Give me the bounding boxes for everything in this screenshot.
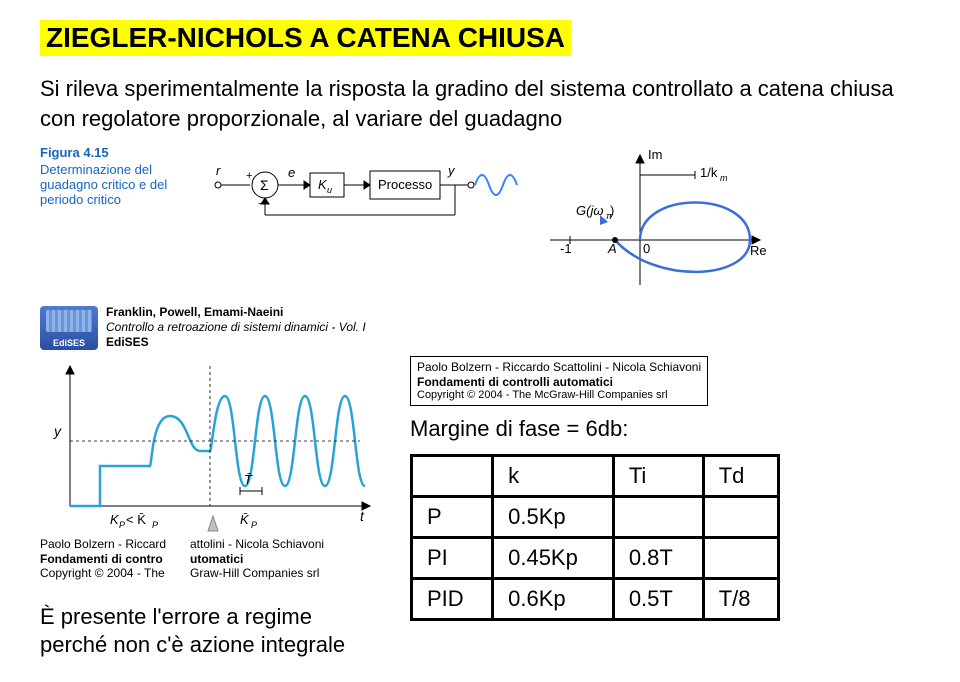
cell-p-td — [703, 497, 778, 538]
bolzern-authors: Paolo Bolzern - Riccardo Scattolini - Ni… — [417, 360, 701, 374]
svg-text:e: e — [288, 165, 295, 180]
page-title: ZIEGLER-NICHOLS A CATENA CHIUSA — [40, 20, 571, 56]
col-ti: Ti — [613, 456, 703, 497]
regime-error-footnote: È presente l'errore a regime perché non … — [40, 603, 380, 660]
svg-text:Re: Re — [750, 243, 767, 258]
svg-text:u: u — [327, 185, 332, 195]
intro-paragraph: Si rileva sperimentalmente la risposta l… — [40, 74, 920, 133]
table-row: PID 0.6Kp 0.5T T/8 — [412, 579, 779, 620]
svg-text:): ) — [610, 203, 614, 218]
cell-pi-k: 0.45Kp — [493, 538, 614, 579]
row-2: y t T̄ K P < K̄ P K̄ P — [40, 356, 920, 659]
cell-pi-td — [703, 538, 778, 579]
svg-text:K̄: K̄ — [240, 512, 250, 527]
table-row: PI 0.45Kp 0.8T — [412, 538, 779, 579]
franklin-title: Controllo a retroazione di sistemi dinam… — [106, 320, 366, 335]
block-diagram: r Σ + − e K u Processo y — [210, 145, 520, 225]
franklin-publisher: EdiSES — [106, 335, 366, 350]
svg-text:y: y — [53, 423, 62, 439]
svg-text:1/k: 1/k — [700, 165, 718, 180]
franklin-authors: Franklin, Powell, Emami-Naeini — [106, 305, 366, 320]
cell-pi: PI — [412, 538, 493, 579]
cell-pid: PID — [412, 579, 493, 620]
svg-text:G(jω: G(jω — [576, 203, 603, 218]
svg-text:Σ: Σ — [260, 177, 269, 193]
franklin-credit: Franklin, Powell, Emami-Naeini Controllo… — [106, 305, 366, 350]
svg-text:P: P — [251, 520, 257, 530]
pid-tuning-table: k Ti Td P 0.5Kp PI 0.45Kp 0.8T PID 0.6Kp… — [410, 454, 780, 621]
bolzern-masked-l2b: utomatici — [190, 552, 340, 566]
table-row: P 0.5Kp — [412, 497, 779, 538]
cell-pid-td: T/8 — [703, 579, 778, 620]
bolzern-credit-masked: Paolo Bolzern - Riccard Fondamenti di co… — [40, 537, 380, 580]
cell-p: P — [412, 497, 493, 538]
margin-phase-text: Margine di fase = 6db: — [410, 416, 920, 442]
oscillation-chart: y t T̄ K P < K̄ P K̄ P — [40, 356, 380, 536]
franklin-credit-row: Franklin, Powell, Emami-Naeini Controllo… — [40, 305, 920, 350]
svg-text:A: A — [607, 241, 617, 256]
cell-pid-k: 0.6Kp — [493, 579, 614, 620]
col-td: Td — [703, 456, 778, 497]
svg-text:t: t — [360, 508, 365, 524]
svg-text:< K̄: < K̄ — [126, 512, 146, 527]
cell-p-k: 0.5Kp — [493, 497, 614, 538]
svg-text:m: m — [720, 173, 728, 183]
bolzern-masked-l3a: Copyright © 2004 - The — [40, 566, 190, 580]
edises-logo — [40, 306, 98, 350]
bolzern-masked-l1a: Paolo Bolzern - Riccard — [40, 537, 190, 551]
bolzern-copyright: Copyright © 2004 - The McGraw-Hill Compa… — [417, 389, 701, 402]
table-header-row: k Ti Td — [412, 456, 779, 497]
figure-number: Figura 4.15 — [40, 145, 109, 160]
svg-text:r: r — [216, 163, 221, 178]
svg-text:0: 0 — [643, 241, 650, 256]
svg-text:y: y — [447, 163, 456, 178]
col-k: k — [493, 456, 614, 497]
svg-text:T̄: T̄ — [244, 472, 253, 487]
cell-pi-ti: 0.8T — [613, 538, 703, 579]
nyquist-plot: Im Re 0 -1 A 1/k m G(jω π ) — [540, 145, 770, 295]
svg-text:P: P — [119, 520, 125, 530]
bolzern-title: Fondamenti di controlli automatici — [417, 375, 701, 389]
bolzern-credit-box: Paolo Bolzern - Riccardo Scattolini - Ni… — [410, 356, 708, 406]
figure-row-1: Figura 4.15 Determinazione del guadagno … — [40, 145, 920, 295]
svg-text:Processo: Processo — [378, 177, 432, 192]
svg-text:Im: Im — [648, 147, 662, 162]
cell-pid-ti: 0.5T — [613, 579, 703, 620]
col-blank — [412, 456, 493, 497]
bolzern-masked-l2a: Fondamenti di contro — [40, 552, 190, 566]
figure-desc: Determinazione del guadagno critico e de… — [40, 162, 190, 207]
cell-p-ti — [613, 497, 703, 538]
svg-text:+: + — [246, 170, 252, 182]
figure-415-label: Figura 4.15 Determinazione del guadagno … — [40, 145, 190, 207]
svg-text:P: P — [152, 520, 158, 530]
bolzern-masked-l1b: attolini - Nicola Schiavoni — [190, 537, 340, 551]
bolzern-masked-l3b: Graw-Hill Companies srl — [190, 566, 340, 580]
